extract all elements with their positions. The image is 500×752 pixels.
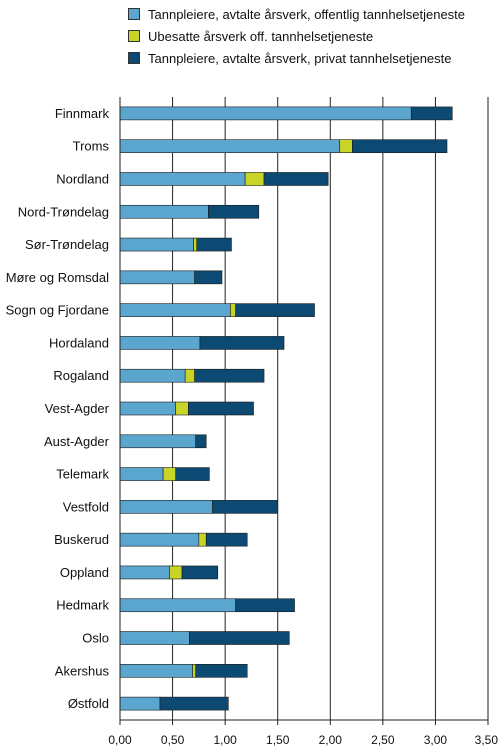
x-tick-label: 0,50 [161, 733, 185, 747]
category-label: Akershus [55, 663, 110, 678]
bar-segment [205, 532, 248, 547]
category-label: Hordaland [49, 335, 109, 350]
category-label: Østfold [68, 696, 109, 711]
bar-segment [162, 467, 177, 481]
x-tick-label: 2,50 [371, 733, 395, 747]
category-label: Troms [73, 139, 110, 154]
bar-segment [410, 106, 453, 121]
bar-segment [159, 696, 229, 711]
bar-segment [196, 237, 232, 252]
category-label: Nordland [56, 171, 109, 186]
bar-segment [199, 336, 285, 350]
legend-swatch-private [128, 52, 140, 64]
bar-segment [119, 336, 201, 350]
bar-segment [119, 368, 186, 383]
bar-segment [352, 139, 448, 153]
x-tick-label: 0,00 [108, 733, 132, 747]
bar-segment [119, 631, 190, 645]
legend: Tannpleiere, avtalte årsverk, offentlig … [128, 3, 465, 69]
bar-segment [244, 172, 265, 186]
axes [119, 97, 489, 725]
bar-segment [339, 139, 353, 153]
category-label: Vestfold [63, 499, 109, 514]
bar-segment [119, 467, 164, 481]
gridlines [172, 97, 489, 720]
bar-segment [119, 139, 341, 153]
legend-item-private: Tannpleiere, avtalte årsverk, privat tan… [128, 47, 465, 69]
bar-segment [212, 500, 279, 514]
category-label: Rogaland [53, 368, 109, 383]
x-tick-label: 1,50 [266, 733, 290, 747]
bar-segment [188, 401, 254, 416]
bar-segment [235, 303, 315, 317]
legend-swatch-vacant [128, 30, 140, 42]
category-label: Møre og Romsdal [6, 270, 109, 285]
bar-segment [235, 598, 295, 613]
bar-segment [263, 172, 329, 186]
bar-segment [119, 270, 195, 285]
bar-segment [119, 500, 213, 514]
category-labels: Finnmark Troms Nordland Nord-Trøndelag Sør-T… [6, 106, 110, 711]
bar-segment [119, 303, 231, 317]
bar-segment [195, 664, 248, 678]
x-tick-labels: 0,00 0,50 1,00 1,50 2,00 2,50 3,00 3,50 [108, 733, 498, 747]
bar-segment [193, 237, 198, 252]
category-label: Nord-Trøndelag [18, 204, 109, 219]
bar-segment [194, 270, 223, 285]
category-label: Oslo [82, 631, 109, 646]
category-label: Finnmark [55, 106, 110, 121]
bar-segment [192, 664, 197, 678]
bar-segment [194, 368, 265, 383]
bar-segment [169, 565, 183, 580]
bar-segment [184, 368, 195, 383]
bar-segment [119, 532, 200, 547]
bar-segment [208, 204, 260, 219]
category-label: Vest-Agder [45, 401, 110, 416]
bar-segment [119, 204, 209, 219]
bar-segment [119, 696, 161, 711]
legend-label-private: Tannpleiere, avtalte årsverk, privat tan… [148, 50, 452, 66]
category-label: Sogn og Fjordane [6, 303, 109, 318]
bar-segment [230, 303, 236, 317]
bar-segment [119, 434, 197, 449]
bar-segment [189, 631, 290, 645]
category-label: Telemark [56, 467, 109, 482]
bar-segment [175, 401, 189, 416]
x-tick-label: 3,50 [475, 733, 499, 747]
bar-segment [119, 172, 246, 186]
bar-segment [119, 401, 177, 416]
x-tick-label: 3,00 [424, 733, 448, 747]
bar-segment [119, 565, 170, 580]
bars [119, 106, 453, 711]
x-tick-label: 2,00 [319, 733, 343, 747]
category-label: Buskerud [54, 532, 109, 547]
legend-item-vacant: Ubesatte årsverk off. tannhelsetjeneste [128, 25, 465, 47]
bar-segment [198, 532, 207, 547]
bar-segment [175, 467, 210, 481]
bar-segment [181, 565, 219, 580]
bar-segment [119, 106, 412, 121]
category-label: Aust-Agder [44, 434, 110, 449]
legend-item-public: Tannpleiere, avtalte årsverk, offentlig … [128, 3, 465, 25]
legend-swatch-public [128, 8, 140, 20]
legend-label-vacant: Ubesatte årsverk off. tannhelsetjeneste [148, 28, 374, 44]
category-label: Sør-Trøndelag [25, 237, 109, 252]
x-tick-label: 1,00 [213, 733, 237, 747]
legend-label-public: Tannpleiere, avtalte årsverk, offentlig … [148, 6, 466, 22]
category-label: Oppland [60, 565, 109, 580]
bar-segment [119, 664, 193, 678]
bar-segment [195, 434, 207, 449]
bar-segment [119, 237, 194, 252]
category-label: Hedmark [56, 598, 109, 613]
bar-segment [119, 598, 236, 613]
